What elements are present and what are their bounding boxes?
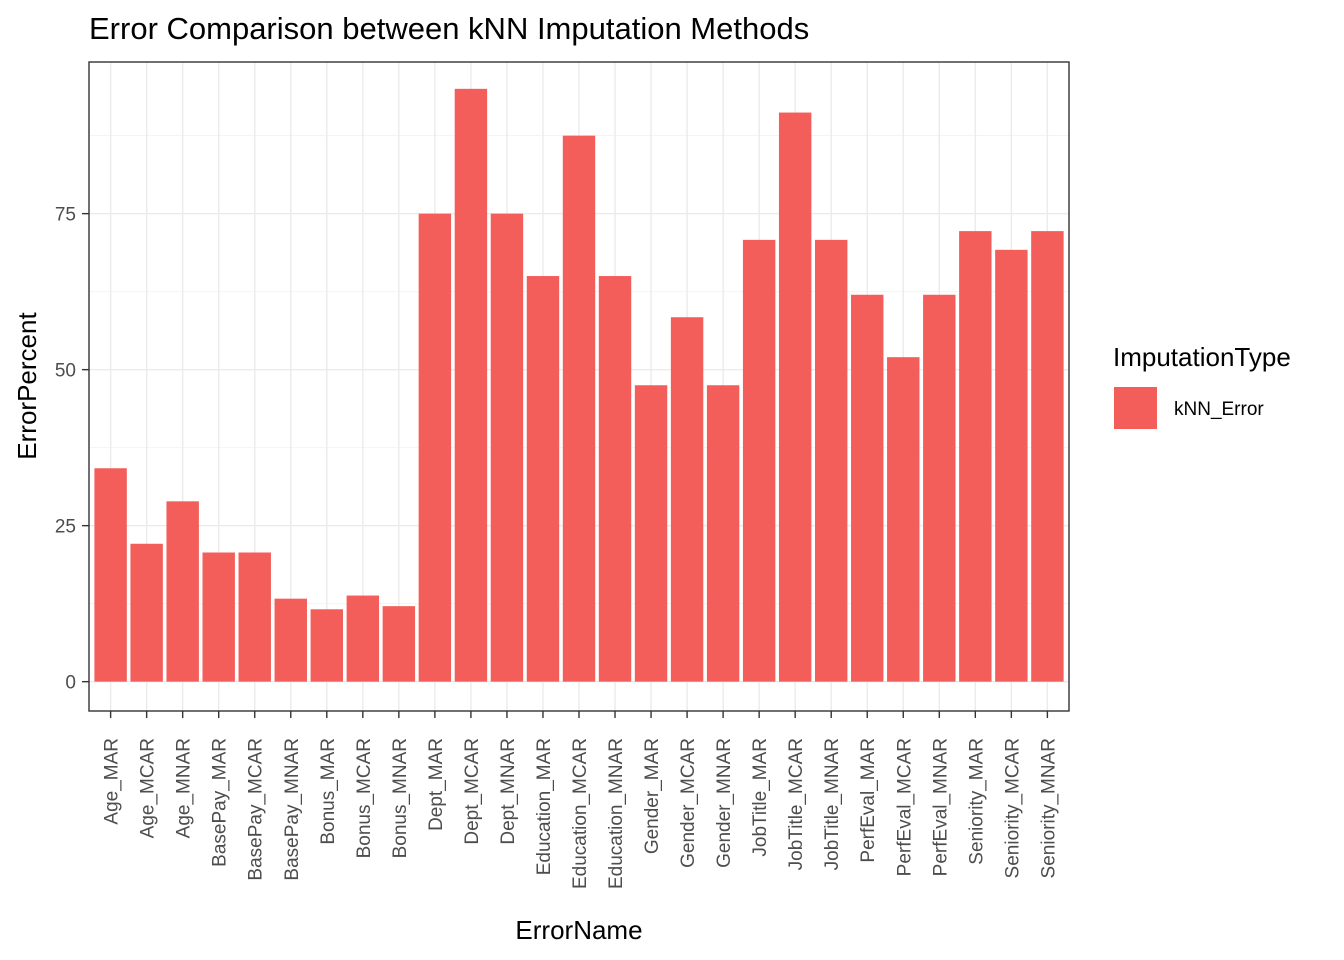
x-tick-label: Dept_MNAR <box>498 738 519 845</box>
bar-perfeval-mcar <box>887 357 920 682</box>
x-tick-label: JobTitle_MCAR <box>786 738 807 870</box>
x-tick-label: Age_MNAR <box>174 738 195 838</box>
bar-gender-mar <box>634 385 668 682</box>
x-tick-label: JobTitle_MAR <box>750 738 771 857</box>
y-tick-label: 25 <box>55 517 76 538</box>
y-tick-label: 50 <box>55 361 76 382</box>
legend: ImputationType kNN_Error <box>1113 342 1291 429</box>
x-tick-label: PerfEval_MNAR <box>930 738 951 876</box>
y-axis-title: ErrorPercent <box>12 312 42 460</box>
bar-bonus-mar <box>310 609 344 682</box>
bar-jobtitle-mnar <box>814 239 848 682</box>
bar-gender-mnar <box>706 385 740 682</box>
bar-jobtitle-mar <box>742 239 776 682</box>
bar-education-mcar <box>562 135 596 682</box>
bar-seniority-mar <box>959 231 992 682</box>
bars <box>94 88 1064 682</box>
bar-age-mcar <box>130 543 163 682</box>
x-tick-label: BasePay_MNAR <box>282 738 303 881</box>
bar-basepay-mcar <box>238 552 271 682</box>
y-tick-label: 0 <box>65 673 76 694</box>
x-tick-label: BasePay_MCAR <box>246 738 267 881</box>
legend-label-knn-error: kNN_Error <box>1174 399 1264 420</box>
bar-education-mnar <box>598 276 632 682</box>
bar-jobtitle-mcar <box>778 112 812 682</box>
x-tick-label: Education_MCAR <box>570 738 591 889</box>
x-tick-label: Age_MAR <box>102 738 123 825</box>
x-tick-label: Seniority_MAR <box>966 738 987 865</box>
bar-seniority-mnar <box>1031 231 1064 682</box>
bar-gender-mcar <box>670 317 704 682</box>
bar-dept-mnar <box>490 213 524 682</box>
bar-age-mar <box>94 468 127 682</box>
x-tick-label: Bonus_MAR <box>318 738 339 845</box>
x-tick-label: PerfEval_MCAR <box>894 738 915 876</box>
x-tick-label: Education_MNAR <box>606 738 627 889</box>
x-axis-title: ErrorName <box>515 915 642 945</box>
x-tick-label: Gender_MCAR <box>678 738 699 868</box>
x-tick-label: JobTitle_MNAR <box>822 738 843 870</box>
x-tick-label: Seniority_MNAR <box>1038 738 1059 878</box>
legend-title: ImputationType <box>1113 342 1291 372</box>
x-tick-label: Seniority_MCAR <box>1002 738 1023 878</box>
bar-dept-mar <box>418 213 452 682</box>
bar-perfeval-mar <box>851 294 884 682</box>
x-tick-label: Dept_MCAR <box>462 738 483 845</box>
bar-dept-mcar <box>454 88 488 682</box>
bar-age-mnar <box>166 501 199 682</box>
x-tick-label: Education_MAR <box>534 738 555 875</box>
y-axis: 0 25 50 75 <box>55 205 89 694</box>
y-tick-label: 75 <box>55 205 76 226</box>
x-tick-label: Bonus_MCAR <box>354 738 375 858</box>
x-tick-label: Dept_MAR <box>426 738 447 831</box>
bar-basepay-mar <box>202 552 235 682</box>
bar-education-mar <box>526 276 560 682</box>
legend-key-knn-error <box>1114 387 1157 429</box>
bar-basepay-mnar <box>274 598 307 682</box>
x-tick-label: Gender_MAR <box>642 738 663 854</box>
x-tick-label: BasePay_MAR <box>210 738 231 867</box>
x-tick-label: PerfEval_MAR <box>858 738 879 863</box>
chart-title: Error Comparison between kNN Imputation … <box>89 11 809 46</box>
x-tick-label: Bonus_MNAR <box>390 738 411 858</box>
x-tick-label: Age_MCAR <box>138 738 159 838</box>
bar-bonus-mcar <box>346 595 380 682</box>
x-axis: Age_MAR Age_MCAR Age_MNAR BasePay_MAR BasePa… <box>102 711 1059 889</box>
bar-perfeval-mnar <box>923 294 956 682</box>
bar-bonus-mnar <box>382 606 416 682</box>
x-tick-label: Gender_MNAR <box>714 738 735 868</box>
bar-seniority-mcar <box>995 249 1028 682</box>
